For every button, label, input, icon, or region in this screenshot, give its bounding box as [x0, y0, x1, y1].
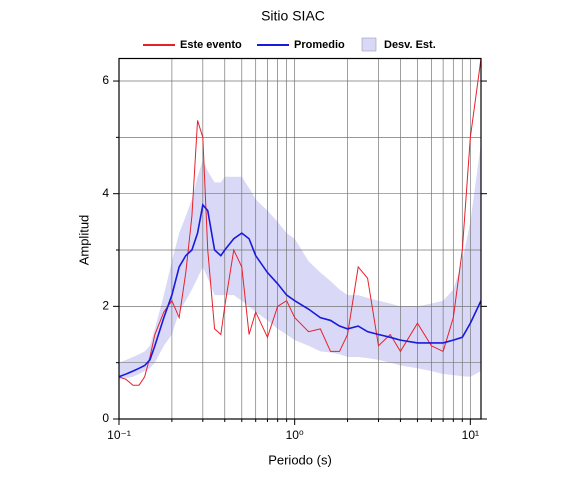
- x-tick-label: 10¹: [462, 428, 479, 442]
- x-axis-label: Periodo (s): [268, 452, 332, 467]
- legend-swatch: [361, 37, 377, 52]
- y-tick-label: 2: [102, 299, 109, 313]
- plot-frame: [118, 57, 482, 420]
- x-tick-label: 10⁻¹: [107, 428, 131, 442]
- legend-label: Desv. Est.: [384, 39, 436, 51]
- legend-label: Este evento: [180, 39, 242, 51]
- y-tick-label: 6: [102, 73, 109, 87]
- y-axis-label: Amplitud: [76, 215, 91, 266]
- series-line: [119, 58, 481, 386]
- chart-title: Sitio SIAC: [261, 8, 325, 24]
- y-tick-label: 4: [102, 186, 109, 200]
- y-tick-label: 0: [102, 411, 109, 425]
- series-line: [119, 203, 481, 378]
- legend-label: Promedio: [294, 39, 345, 51]
- std-band: [119, 142, 481, 380]
- x-tick-label: 10⁰: [286, 428, 304, 442]
